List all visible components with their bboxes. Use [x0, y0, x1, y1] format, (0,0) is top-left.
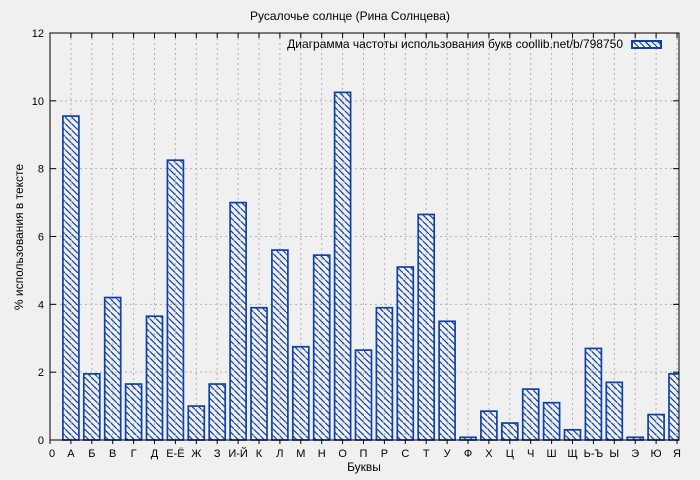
legend-hatched-swatch-icon	[631, 39, 662, 49]
bar-Л	[271, 249, 289, 441]
x-tick-label-З: З	[214, 448, 221, 460]
bars	[62, 91, 679, 441]
bar-Т	[417, 213, 436, 441]
bar-Б	[82, 373, 101, 441]
y-tick-label: 8	[38, 164, 44, 176]
legend-label: Диаграмма частоты использования букв coo…	[287, 37, 623, 51]
x-tick-label-Г: Г	[131, 448, 137, 460]
bar-У	[438, 320, 456, 441]
x-tick-label-Ч: Ч	[527, 448, 534, 460]
y-axis-title: % использования в тексте	[12, 163, 26, 311]
bar-Ц	[500, 422, 519, 441]
x-tick-label-К: К	[256, 448, 263, 460]
bar-Ю	[647, 413, 665, 441]
bar-Ь-Ъ	[584, 347, 603, 441]
bar-З	[208, 383, 227, 441]
bar-С	[396, 266, 415, 441]
legend: Диаграмма частоты использования букв coo…	[287, 37, 662, 51]
x-tick-label-Я: Я	[673, 448, 681, 460]
y-tick-label: 12	[32, 28, 44, 40]
bar-Х	[480, 410, 498, 441]
x-tick-label-Е-Ё: Е-Ё	[166, 448, 184, 460]
x-tick-label-Ф: Ф	[464, 448, 472, 460]
bar-Ы	[605, 381, 624, 441]
bar-Щ	[563, 428, 582, 441]
x-tick-label-Ш: Ш	[547, 448, 557, 460]
x-tick-label-Б: Б	[88, 448, 95, 460]
bar-Ш	[542, 401, 561, 441]
bar-В	[103, 296, 122, 441]
bar-Н	[312, 254, 331, 441]
x-tick-label-М: М	[296, 448, 305, 460]
bar-О	[333, 91, 352, 441]
x-origin-label: 0	[49, 448, 55, 460]
tick-marks	[49, 32, 679, 444]
x-tick-label-У: У	[444, 448, 452, 460]
y-tick-label: 0	[38, 435, 44, 447]
x-tick-label-П: П	[360, 448, 368, 460]
bar-Я	[668, 373, 679, 441]
x-axis-title: Буквы	[347, 460, 381, 474]
bar-Г	[124, 383, 143, 441]
bar-Ч	[521, 388, 540, 441]
bar-К	[250, 306, 268, 441]
x-tick-label-Ц: Ц	[506, 448, 514, 460]
y-tick-label: 2	[38, 367, 44, 379]
x-tick-label-А: А	[67, 448, 75, 460]
bar-Ж	[187, 405, 206, 441]
y-tick-label: 4	[38, 299, 44, 311]
x-tick-label-Ю: Ю	[651, 448, 662, 460]
x-tick-label-О: О	[338, 448, 347, 460]
chart-title: Русалочье солнце (Рина Солнцева)	[250, 9, 450, 23]
bar-Д	[145, 315, 164, 441]
bar-И-Й	[229, 201, 247, 441]
bar-А	[62, 115, 80, 441]
y-tick-label: 10	[32, 96, 44, 108]
x-tick-label-Л: Л	[276, 448, 283, 460]
x-tick-label-Р: Р	[381, 448, 388, 460]
x-tick-label-В: В	[109, 448, 116, 460]
bar-Р	[375, 306, 394, 441]
bar-П	[354, 349, 373, 441]
x-tick-label-Д: Д	[151, 448, 159, 460]
bar-Е-Ё	[166, 159, 185, 441]
y-tick-label: 6	[38, 232, 44, 244]
x-tick-label-Э: Э	[631, 448, 639, 460]
x-tick-label-Ы: Ы	[609, 448, 619, 460]
x-tick-label-Т: Т	[423, 448, 430, 460]
x-tick-label-С: С	[401, 448, 409, 460]
x-tick-label-Н: Н	[318, 448, 326, 460]
x-tick-label-И-Й: И-Й	[228, 447, 247, 460]
x-tick-label-Х: Х	[485, 448, 493, 460]
x-tick-label-Ж: Ж	[191, 448, 201, 460]
bar-М	[291, 345, 310, 441]
x-tick-label-Щ: Щ	[567, 448, 577, 460]
x-tick-label-Ь-Ъ: Ь-Ъ	[584, 448, 604, 460]
